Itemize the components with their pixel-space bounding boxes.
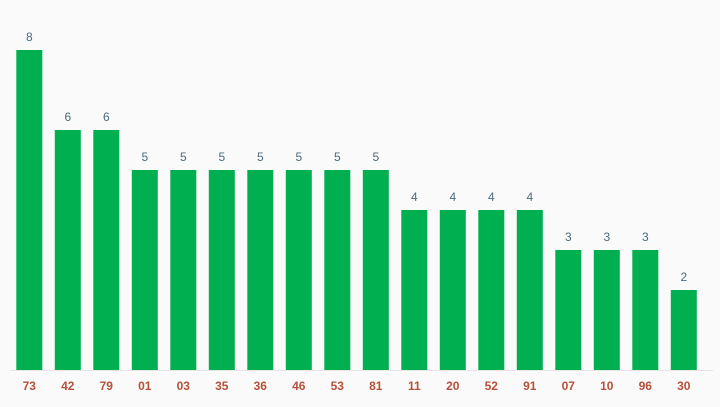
bar-42 [54,130,81,370]
value-label-79: 6 [103,110,110,124]
x-tick-label-46: 46 [292,379,306,393]
bar-30 [670,290,697,370]
value-label-01: 5 [141,150,148,164]
bar-03 [170,170,197,370]
value-label-20: 4 [449,190,456,204]
value-label-35: 5 [218,150,225,164]
value-labels-group: 8 6 6 5 5 5 5 5 5 5 4 4 4 4 3 3 3 2 [26,30,687,284]
bar-46 [285,170,312,370]
value-label-46: 5 [295,150,302,164]
value-label-91: 4 [526,190,533,204]
value-label-30: 2 [680,270,687,284]
x-tick-label-53: 53 [331,379,345,393]
value-label-73: 8 [26,30,33,44]
x-tick-label-73: 73 [23,379,37,393]
bar-96 [632,250,659,370]
value-label-10: 3 [603,230,610,244]
value-label-11: 4 [411,190,418,204]
bar-35 [208,170,235,370]
bar-79 [93,130,120,370]
bar-53 [324,170,351,370]
bar-91 [516,210,543,370]
bar-10 [593,250,620,370]
bars-group [16,50,697,370]
bar-20 [439,210,466,370]
value-label-03: 5 [180,150,187,164]
value-label-36: 5 [257,150,264,164]
bar-11 [401,210,428,370]
value-label-81: 5 [372,150,379,164]
x-tick-label-01: 01 [138,379,152,393]
x-tick-label-03: 03 [177,379,191,393]
x-tick-label-42: 42 [61,379,75,393]
x-tick-label-20: 20 [446,379,460,393]
x-tick-label-91: 91 [523,379,537,393]
value-label-53: 5 [334,150,341,164]
x-tick-label-30: 30 [677,379,691,393]
bar-73 [16,50,43,370]
x-tick-label-10: 10 [600,379,614,393]
x-tick-label-52: 52 [485,379,499,393]
bar-52 [478,210,505,370]
x-tick-labels-group: 73 42 79 01 03 35 36 46 53 81 11 20 52 91 07 10 96 30 [23,379,691,393]
bar-01 [131,170,158,370]
value-label-42: 6 [64,110,71,124]
x-tick-label-35: 35 [215,379,229,393]
value-label-96: 3 [642,230,649,244]
value-label-07: 3 [565,230,572,244]
x-tick-label-07: 07 [562,379,576,393]
x-tick-label-96: 96 [639,379,653,393]
x-tick-label-11: 11 [408,379,421,393]
bar-07 [555,250,582,370]
bar-36 [247,170,274,370]
value-label-52: 4 [488,190,495,204]
x-tick-label-36: 36 [254,379,268,393]
x-tick-label-79: 79 [100,379,114,393]
x-tick-label-81: 81 [369,379,383,393]
bar-81 [362,170,389,370]
